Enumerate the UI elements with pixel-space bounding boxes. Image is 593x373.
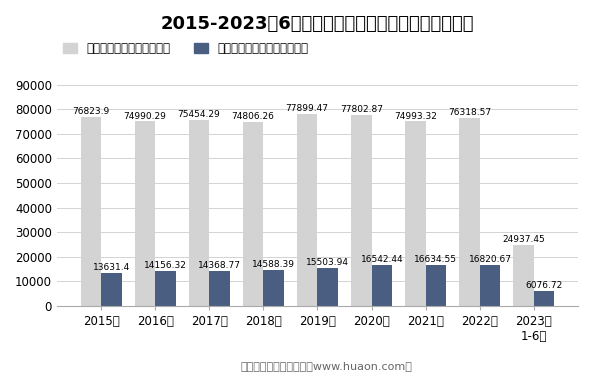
Text: 76318.57: 76318.57 — [448, 108, 491, 117]
Bar — [459, 118, 480, 306]
Text: 75454.29: 75454.29 — [178, 110, 221, 119]
Bar — [317, 268, 338, 306]
Title: 2015-2023年6月江苏各房屋建筑竣工面积及竣工价值: 2015-2023年6月江苏各房屋建筑竣工面积及竣工价值 — [161, 15, 474, 33]
Text: 制图：华经产业研究院（www.huaon.com）: 制图：华经产业研究院（www.huaon.com） — [240, 361, 412, 371]
Bar — [480, 265, 500, 306]
Text: 6076.72: 6076.72 — [525, 281, 563, 290]
Text: 16542.44: 16542.44 — [361, 256, 403, 264]
Bar — [426, 265, 446, 306]
Text: 15503.94: 15503.94 — [306, 258, 349, 267]
Bar — [513, 245, 534, 306]
Bar — [189, 120, 209, 306]
Text: 76823.9: 76823.9 — [72, 107, 110, 116]
Bar — [534, 291, 554, 306]
Bar — [243, 122, 263, 306]
Text: 74993.32: 74993.32 — [394, 112, 437, 120]
Bar — [371, 265, 392, 306]
Text: 77899.47: 77899.47 — [286, 104, 329, 113]
Bar — [81, 117, 101, 306]
Legend: 房屋建筑竣工面积（万㎡）, 房屋建筑业竣工价值（亿元）: 房屋建筑竣工面积（万㎡）, 房屋建筑业竣工价值（亿元） — [63, 42, 308, 55]
Text: 14368.77: 14368.77 — [198, 261, 241, 270]
Bar — [101, 273, 122, 306]
Bar — [263, 270, 284, 306]
Bar — [405, 122, 426, 306]
Text: 74806.26: 74806.26 — [232, 112, 275, 121]
Bar — [155, 271, 176, 306]
Text: 16820.67: 16820.67 — [468, 255, 511, 264]
Text: 16634.55: 16634.55 — [415, 255, 457, 264]
Text: 14588.39: 14588.39 — [252, 260, 295, 269]
Text: 74990.29: 74990.29 — [123, 112, 167, 120]
Text: 24937.45: 24937.45 — [502, 235, 545, 244]
Text: 13631.4: 13631.4 — [93, 263, 130, 272]
Text: 77802.87: 77802.87 — [340, 104, 382, 114]
Bar — [351, 115, 371, 306]
Bar — [297, 115, 317, 306]
Bar — [209, 271, 230, 306]
Text: 14156.32: 14156.32 — [144, 261, 187, 270]
Bar — [135, 122, 155, 306]
